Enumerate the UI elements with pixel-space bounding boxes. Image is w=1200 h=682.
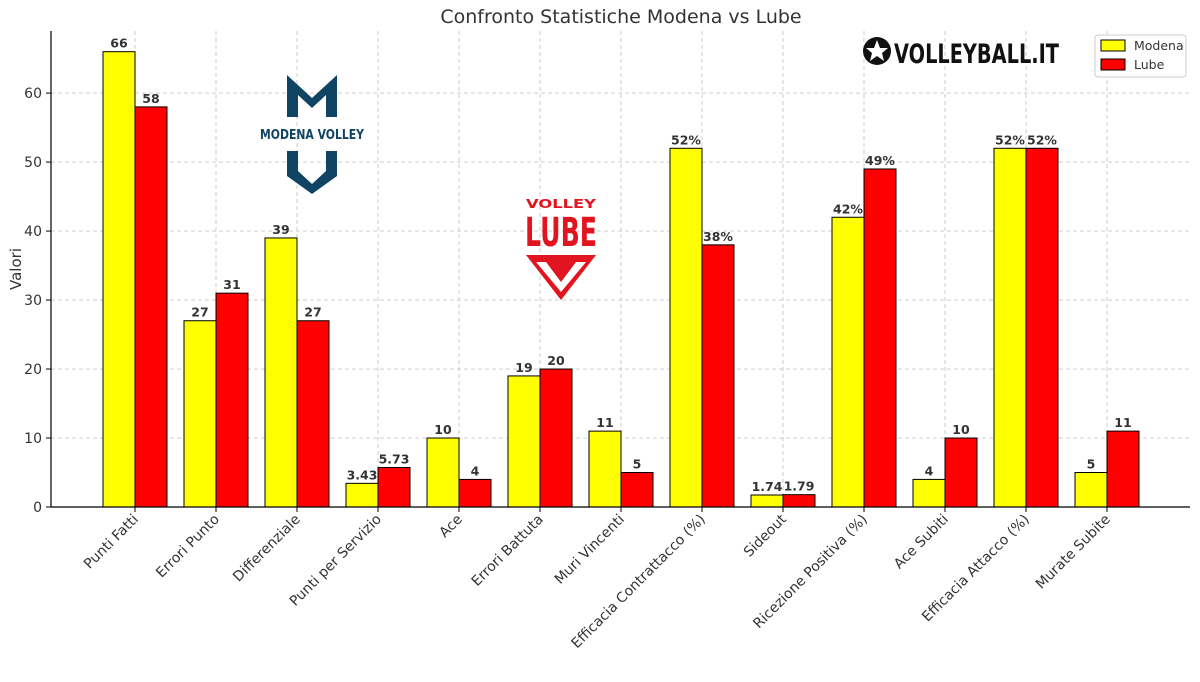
y-tick-label: 60 (24, 86, 42, 102)
value-label-lube-7: 38% (703, 229, 733, 244)
value-label-modena-10: 4 (925, 463, 934, 478)
value-label-modena-6: 11 (596, 415, 613, 430)
bar-modena-1 (183, 320, 217, 508)
value-label-lube-8: 1.79 (784, 479, 815, 494)
bar-modena-2 (264, 237, 298, 508)
svg-text:MODENA VOLLEY: MODENA VOLLEY (260, 128, 364, 143)
x-tick-label: Differenziale (230, 512, 304, 586)
bar-lube-9 (863, 168, 897, 508)
y-tick-label: 30 (24, 293, 42, 309)
bar-modena-3 (345, 482, 379, 508)
svg-text:VOLLEYBALL.IT: VOLLEYBALL.IT (894, 39, 1059, 70)
chart-title: Confronto Statistiche Modena vs Lube (440, 6, 801, 28)
bar-modena-8 (750, 494, 784, 508)
y-tick-label: 40 (24, 224, 42, 240)
bar-modena-4 (426, 437, 460, 508)
svg-text:LUBE: LUBE (525, 210, 597, 256)
value-label-modena-12: 5 (1087, 457, 1096, 472)
value-label-modena-4: 10 (434, 422, 452, 437)
bar-modena-12 (1074, 472, 1108, 508)
bar-modena-0 (102, 51, 136, 508)
y-axis-label: Valori (7, 248, 25, 290)
x-tick-label: Errori Battuta (469, 512, 547, 590)
value-label-modena-0: 66 (110, 36, 128, 51)
bar-lube-7 (701, 244, 735, 508)
y-tick-label: 50 (24, 155, 42, 171)
bar-modena-9 (831, 216, 865, 508)
bar-lube-6 (620, 472, 654, 508)
legend-label-lube: Lube (1134, 57, 1165, 72)
x-tick-label: Muri Vincenti (552, 512, 628, 588)
bar-modena-5 (507, 375, 541, 508)
x-tick-label: Efficacia Contrattacco (%) (568, 512, 708, 652)
x-tick-label: Ace Subiti (891, 512, 952, 573)
value-label-lube-2: 27 (304, 305, 321, 320)
bars-layer (102, 51, 1140, 508)
x-tick-label: Murate Subite (1033, 512, 1114, 593)
value-label-lube-9: 49% (865, 153, 895, 168)
value-label-modena-9: 42% (833, 201, 863, 216)
value-labels-layer: 66 27 39 3.43 10 19 11 52% 1.74 42% 4 52% 5 58 31 27 5.7… (110, 36, 1131, 494)
bar-lube-2 (296, 320, 330, 508)
bar-modena-6 (588, 430, 622, 508)
bar-lube-1 (215, 292, 249, 508)
value-label-modena-8: 1.74 (752, 479, 783, 494)
bar-modena-11 (993, 147, 1027, 508)
value-label-modena-7: 52% (671, 132, 701, 147)
value-label-lube-12: 11 (1114, 415, 1131, 430)
modena-volley-logo: MODENA VOLLEY (260, 75, 364, 194)
y-tick-label: 10 (24, 431, 42, 447)
bar-lube-3 (377, 466, 411, 508)
lube-logo: VOLLEY LUBE (525, 197, 597, 300)
value-label-lube-3: 5.73 (379, 451, 410, 466)
bar-lube-0 (134, 106, 168, 508)
x-tick-label: Punti per Servizio (287, 512, 385, 610)
x-tick-label: Sideout (741, 511, 790, 560)
value-label-lube-4: 4 (471, 463, 480, 478)
bar-lube-4 (458, 478, 492, 508)
y-ticks-layer: 0 10 20 30 40 50 60 (24, 86, 51, 516)
bar-lube-11 (1025, 147, 1059, 508)
bar-modena-7 (669, 147, 703, 508)
value-label-modena-1: 27 (191, 305, 208, 320)
value-label-modena-2: 39 (272, 222, 289, 237)
x-tick-label: Errori Punto (153, 512, 223, 582)
bar-lube-12 (1106, 430, 1140, 508)
y-tick-label: 20 (24, 362, 42, 378)
x-tick-label: Ace (436, 512, 465, 541)
bar-lube-5 (539, 368, 573, 508)
bar-lube-10 (944, 437, 978, 508)
svg-text:VOLLEY: VOLLEY (526, 197, 596, 211)
legend-label-modena: Modena (1134, 38, 1184, 53)
value-label-modena-5: 19 (515, 360, 532, 375)
x-ticks-layer: Punti Fatti Errori Punto DifferenzialePunt… (81, 507, 1114, 652)
value-label-modena-11: 52% (995, 132, 1025, 147)
legend-swatch-lube (1100, 58, 1126, 71)
y-tick-label: 0 (33, 500, 42, 516)
volleyball-it-watermark: VOLLEYBALL.IT (863, 37, 1059, 70)
legend-swatch-modena (1100, 39, 1126, 52)
value-label-lube-0: 58 (142, 91, 159, 106)
bar-lube-8 (782, 494, 816, 508)
value-label-lube-5: 20 (547, 353, 565, 368)
legend: Modena Lube (1094, 34, 1187, 78)
value-label-lube-10: 10 (952, 422, 970, 437)
bar-modena-10 (912, 478, 946, 508)
value-label-lube-11: 52% (1027, 132, 1057, 147)
value-label-modena-3: 3.43 (347, 467, 378, 482)
value-label-lube-6: 5 (633, 457, 642, 472)
value-label-lube-1: 31 (223, 277, 240, 292)
x-tick-label: Punti Fatti (81, 512, 142, 573)
